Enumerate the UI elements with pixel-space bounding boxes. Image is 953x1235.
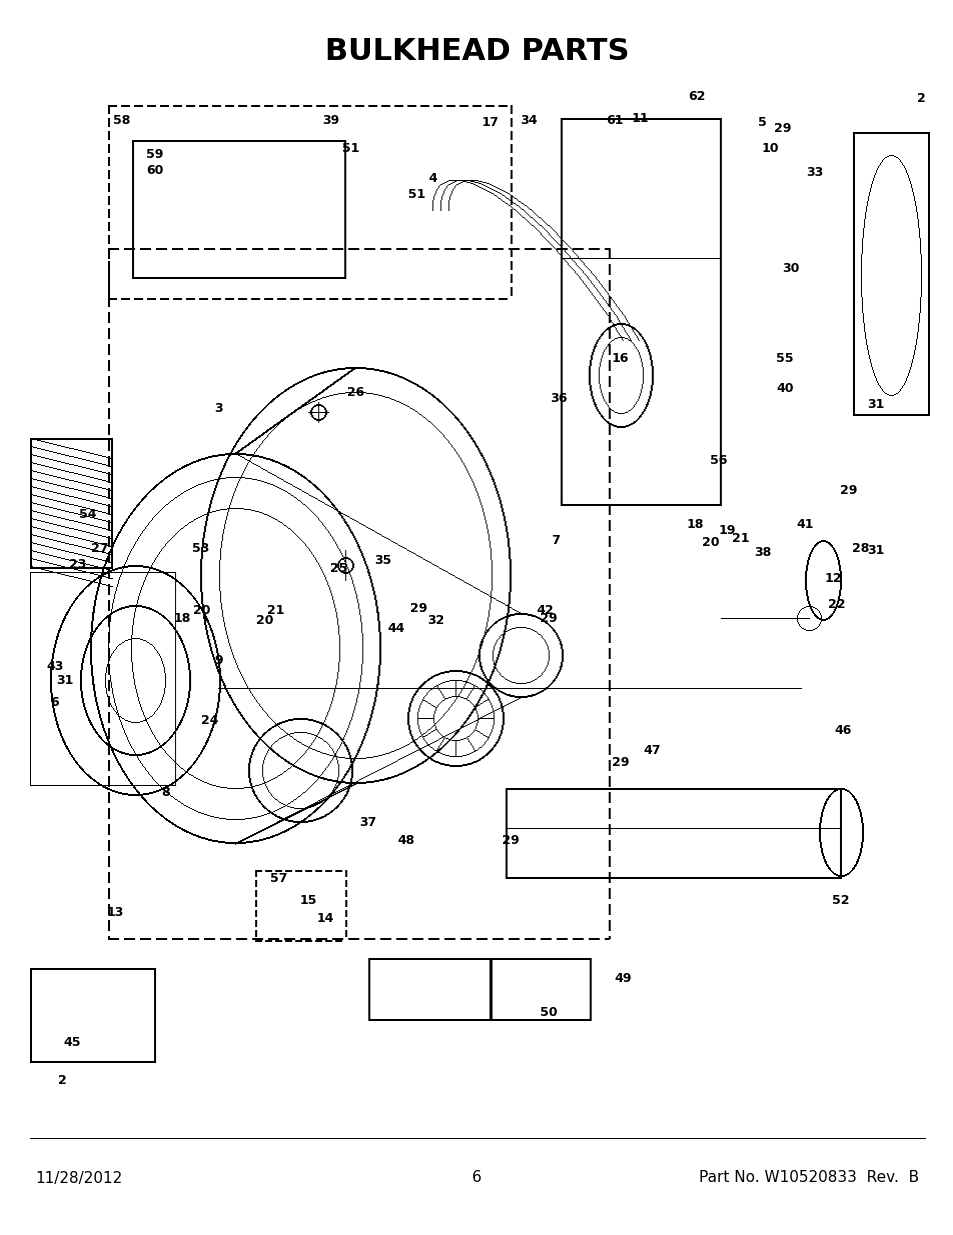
- Text: Part No. W10520833  Rev.  B: Part No. W10520833 Rev. B: [699, 1171, 918, 1186]
- Text: 4: 4: [428, 172, 436, 184]
- Text: 20: 20: [255, 614, 273, 626]
- Text: 37: 37: [358, 815, 375, 829]
- Text: 51: 51: [341, 142, 358, 154]
- Text: 23: 23: [70, 558, 87, 572]
- Text: 14: 14: [316, 911, 334, 925]
- Text: 54: 54: [79, 509, 97, 521]
- Text: 12: 12: [823, 572, 841, 584]
- Text: 32: 32: [426, 614, 444, 626]
- Text: 62: 62: [687, 89, 704, 103]
- Text: 3: 3: [213, 401, 222, 415]
- Text: 33: 33: [805, 165, 822, 179]
- Text: 29: 29: [410, 601, 427, 615]
- Text: 8: 8: [161, 785, 170, 799]
- Text: 7: 7: [551, 534, 559, 547]
- Text: 10: 10: [761, 142, 779, 154]
- Text: 34: 34: [519, 114, 537, 126]
- Text: 51: 51: [407, 189, 425, 201]
- Text: 6: 6: [51, 695, 59, 709]
- Text: 29: 29: [840, 483, 857, 496]
- Text: 47: 47: [643, 743, 660, 757]
- Text: 30: 30: [781, 262, 799, 274]
- Text: 24: 24: [201, 714, 219, 726]
- Text: 44: 44: [387, 621, 405, 635]
- Text: 16: 16: [611, 352, 629, 364]
- Text: 29: 29: [539, 611, 557, 625]
- Text: 28: 28: [851, 541, 869, 555]
- Text: 56: 56: [709, 453, 727, 467]
- Text: 55: 55: [775, 352, 793, 364]
- Text: 46: 46: [833, 724, 851, 736]
- Text: 2: 2: [57, 1073, 67, 1087]
- Text: 43: 43: [47, 659, 64, 673]
- Text: 18: 18: [173, 611, 191, 625]
- Text: 5: 5: [758, 116, 766, 128]
- Text: 31: 31: [866, 543, 883, 557]
- Text: 21: 21: [266, 604, 284, 616]
- Text: 48: 48: [397, 834, 415, 846]
- Text: 60: 60: [147, 163, 164, 177]
- Text: 29: 29: [501, 834, 518, 846]
- Text: 25: 25: [329, 562, 347, 574]
- Text: 15: 15: [299, 893, 316, 906]
- Text: 6: 6: [472, 1171, 481, 1186]
- Text: 41: 41: [795, 519, 813, 531]
- Text: 58: 58: [113, 114, 131, 126]
- Text: 29: 29: [773, 121, 791, 135]
- Text: 11: 11: [631, 111, 649, 125]
- Text: 29: 29: [611, 756, 629, 768]
- Text: 57: 57: [270, 872, 287, 884]
- Text: 2: 2: [916, 91, 924, 105]
- Text: 52: 52: [831, 893, 849, 906]
- Text: 9: 9: [213, 653, 222, 667]
- Text: 42: 42: [537, 604, 554, 616]
- Text: 39: 39: [321, 114, 338, 126]
- Text: 59: 59: [147, 148, 164, 162]
- Text: 20: 20: [701, 536, 719, 548]
- Text: 31: 31: [56, 673, 73, 687]
- Text: 45: 45: [63, 1035, 81, 1049]
- Text: 18: 18: [686, 517, 703, 531]
- Text: 22: 22: [827, 598, 844, 610]
- Text: 36: 36: [549, 391, 567, 405]
- Text: 61: 61: [605, 114, 622, 126]
- Text: 38: 38: [754, 546, 771, 558]
- Text: 31: 31: [866, 399, 883, 411]
- Text: 13: 13: [107, 905, 124, 919]
- Text: 26: 26: [346, 385, 364, 399]
- Text: 40: 40: [775, 382, 793, 394]
- Text: 21: 21: [731, 531, 749, 545]
- Text: 27: 27: [91, 541, 109, 555]
- Text: 53: 53: [192, 541, 209, 555]
- Text: BULKHEAD PARTS: BULKHEAD PARTS: [324, 37, 629, 67]
- Text: 49: 49: [614, 972, 631, 984]
- Text: 50: 50: [539, 1005, 557, 1019]
- Text: 20: 20: [193, 604, 211, 616]
- Text: 35: 35: [374, 553, 391, 567]
- Text: 17: 17: [481, 116, 498, 128]
- Text: 11/28/2012: 11/28/2012: [35, 1171, 122, 1186]
- Text: 19: 19: [718, 524, 735, 536]
